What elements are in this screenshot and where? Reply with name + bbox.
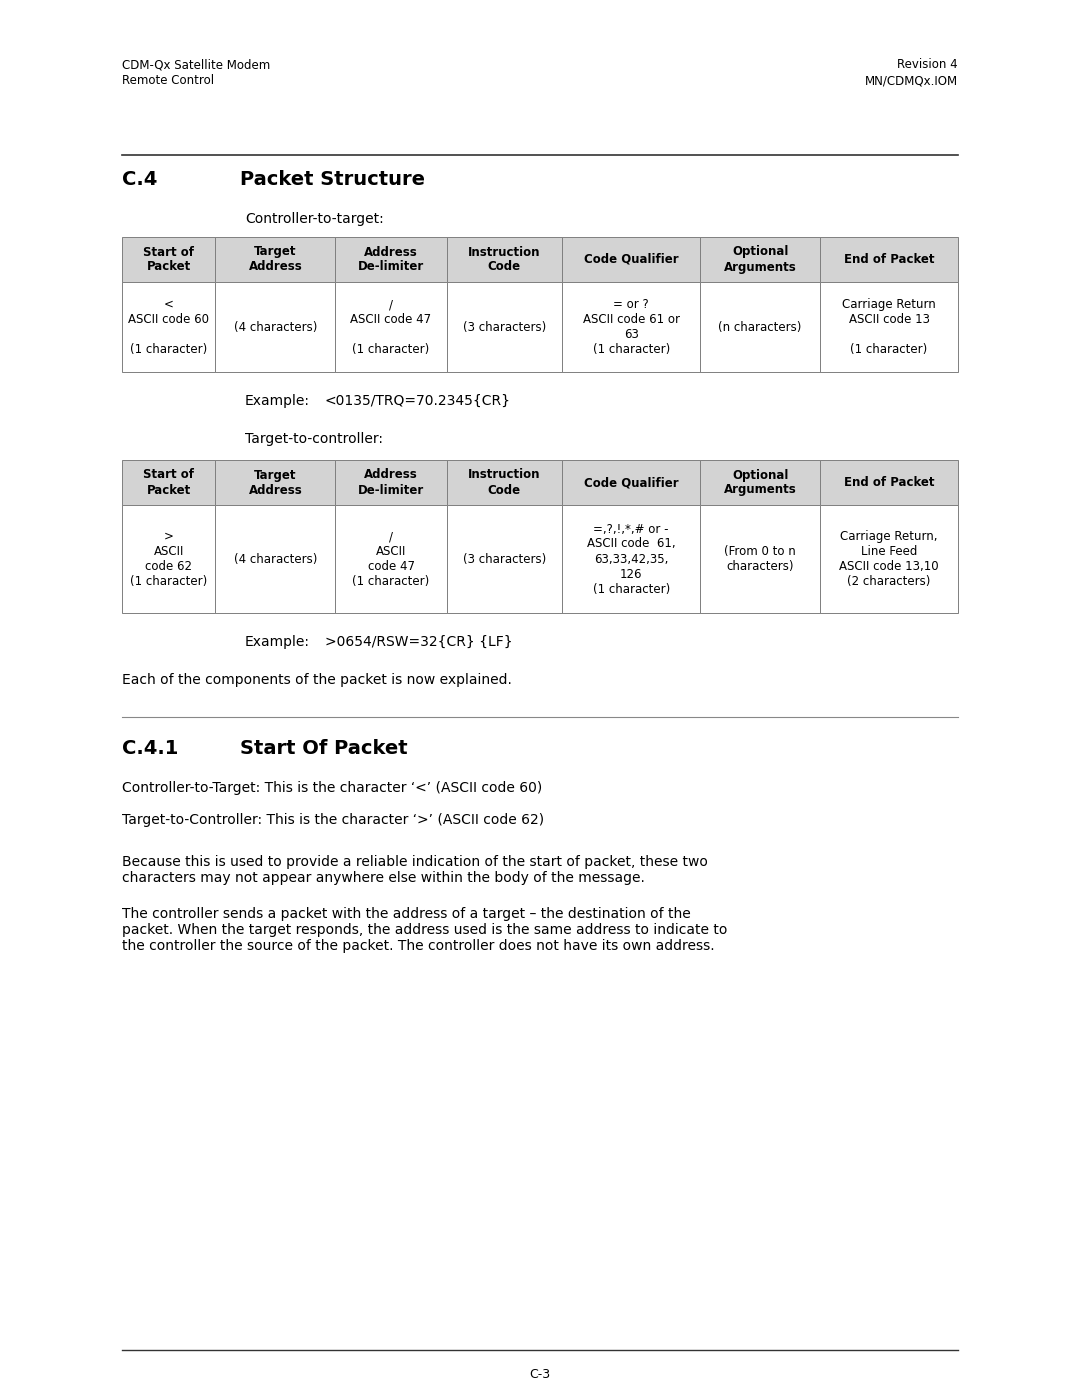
Bar	[820, 460, 958, 504]
Text: Instruction
Code: Instruction Code	[468, 468, 541, 496]
Text: Target-to-Controller: This is the character ‘>’ (ASCII code 62): Target-to-Controller: This is the charac…	[122, 813, 544, 827]
Bar	[336, 282, 447, 372]
Bar	[700, 504, 820, 613]
Bar	[122, 237, 215, 282]
Bar	[700, 237, 820, 282]
Text: =,?,!,*,# or -
ASCII code  61,
63,33,42,35,
126
(1 character): =,?,!,*,# or - ASCII code 61, 63,33,42,3…	[586, 522, 675, 595]
Text: /
ASCII
code 47
(1 character): / ASCII code 47 (1 character)	[352, 529, 430, 588]
Text: <0135/TRQ=70.2345{CR}: <0135/TRQ=70.2345{CR}	[325, 394, 511, 408]
Text: <
ASCII code 60

(1 character): < ASCII code 60 (1 character)	[129, 298, 210, 356]
Bar	[215, 460, 336, 504]
Text: Carriage Return
ASCII code 13

(1 character): Carriage Return ASCII code 13 (1 charact…	[842, 298, 936, 356]
Bar	[820, 504, 958, 613]
Bar	[820, 237, 958, 282]
Text: C.4.1: C.4.1	[122, 739, 178, 759]
Bar	[336, 460, 447, 504]
Text: Target-to-controller:: Target-to-controller:	[245, 432, 383, 446]
Bar	[447, 504, 563, 613]
Text: Revision 4: Revision 4	[897, 59, 958, 71]
Text: End of Packet: End of Packet	[843, 253, 934, 265]
Bar	[336, 504, 447, 613]
Bar	[122, 282, 215, 372]
Text: Instruction
Code: Instruction Code	[468, 246, 541, 274]
Bar	[122, 460, 215, 504]
Text: Start of
Packet: Start of Packet	[144, 468, 194, 496]
Text: Code Qualifier: Code Qualifier	[584, 253, 678, 265]
Text: CDM-Qx Satellite Modem: CDM-Qx Satellite Modem	[122, 59, 270, 71]
Text: /
ASCII code 47

(1 character): / ASCII code 47 (1 character)	[351, 298, 432, 356]
Bar	[820, 282, 958, 372]
Bar	[447, 237, 563, 282]
Bar	[563, 504, 700, 613]
Text: Target
Address: Target Address	[248, 246, 302, 274]
Text: Target
Address: Target Address	[248, 468, 302, 496]
Text: The controller sends a packet with the address of a target – the destination of : The controller sends a packet with the a…	[122, 907, 727, 953]
Text: Address
De-limiter: Address De-limiter	[357, 246, 424, 274]
Text: (4 characters): (4 characters)	[233, 552, 318, 566]
Text: Carriage Return,
Line Feed
ASCII code 13,10
(2 characters): Carriage Return, Line Feed ASCII code 13…	[839, 529, 939, 588]
Bar	[563, 460, 700, 504]
Text: (From 0 to n
characters): (From 0 to n characters)	[725, 545, 796, 573]
Text: >0654/RSW=32{CR} {LF}: >0654/RSW=32{CR} {LF}	[325, 636, 513, 650]
Bar	[700, 282, 820, 372]
Bar	[336, 237, 447, 282]
Text: Start Of Packet: Start Of Packet	[240, 739, 407, 759]
Text: Because this is used to provide a reliable indication of the start of packet, th: Because this is used to provide a reliab…	[122, 855, 707, 886]
Text: Address
De-limiter: Address De-limiter	[357, 468, 424, 496]
Text: MN/CDMQx.IOM: MN/CDMQx.IOM	[865, 74, 958, 87]
Text: Packet Structure: Packet Structure	[240, 170, 426, 189]
Text: (3 characters): (3 characters)	[463, 552, 546, 566]
Text: Each of the components of the packet is now explained.: Each of the components of the packet is …	[122, 673, 512, 687]
Bar	[122, 504, 215, 613]
Bar	[447, 460, 563, 504]
Text: Remote Control: Remote Control	[122, 74, 214, 87]
Text: Code Qualifier: Code Qualifier	[584, 476, 678, 489]
Bar	[563, 282, 700, 372]
Text: Controller-to-target:: Controller-to-target:	[245, 212, 383, 226]
Text: Optional
Arguments: Optional Arguments	[724, 468, 796, 496]
Text: Start of
Packet: Start of Packet	[144, 246, 194, 274]
Text: >
ASCII
code 62
(1 character): > ASCII code 62 (1 character)	[130, 529, 207, 588]
Text: Example:: Example:	[245, 636, 310, 650]
Bar	[215, 282, 336, 372]
Text: (3 characters): (3 characters)	[463, 320, 546, 334]
Text: Controller-to-Target: This is the character ‘<’ (ASCII code 60): Controller-to-Target: This is the charac…	[122, 781, 542, 795]
Text: Optional
Arguments: Optional Arguments	[724, 246, 796, 274]
Text: = or ?
ASCII code 61 or
63
(1 character): = or ? ASCII code 61 or 63 (1 character)	[582, 298, 679, 356]
Bar	[215, 504, 336, 613]
Bar	[563, 237, 700, 282]
Bar	[215, 237, 336, 282]
Text: Example:: Example:	[245, 394, 310, 408]
Text: (4 characters): (4 characters)	[233, 320, 318, 334]
Text: End of Packet: End of Packet	[843, 476, 934, 489]
Bar	[700, 460, 820, 504]
Text: C.4: C.4	[122, 170, 158, 189]
Text: (n characters): (n characters)	[718, 320, 801, 334]
Text: C-3: C-3	[529, 1368, 551, 1382]
Bar	[447, 282, 563, 372]
